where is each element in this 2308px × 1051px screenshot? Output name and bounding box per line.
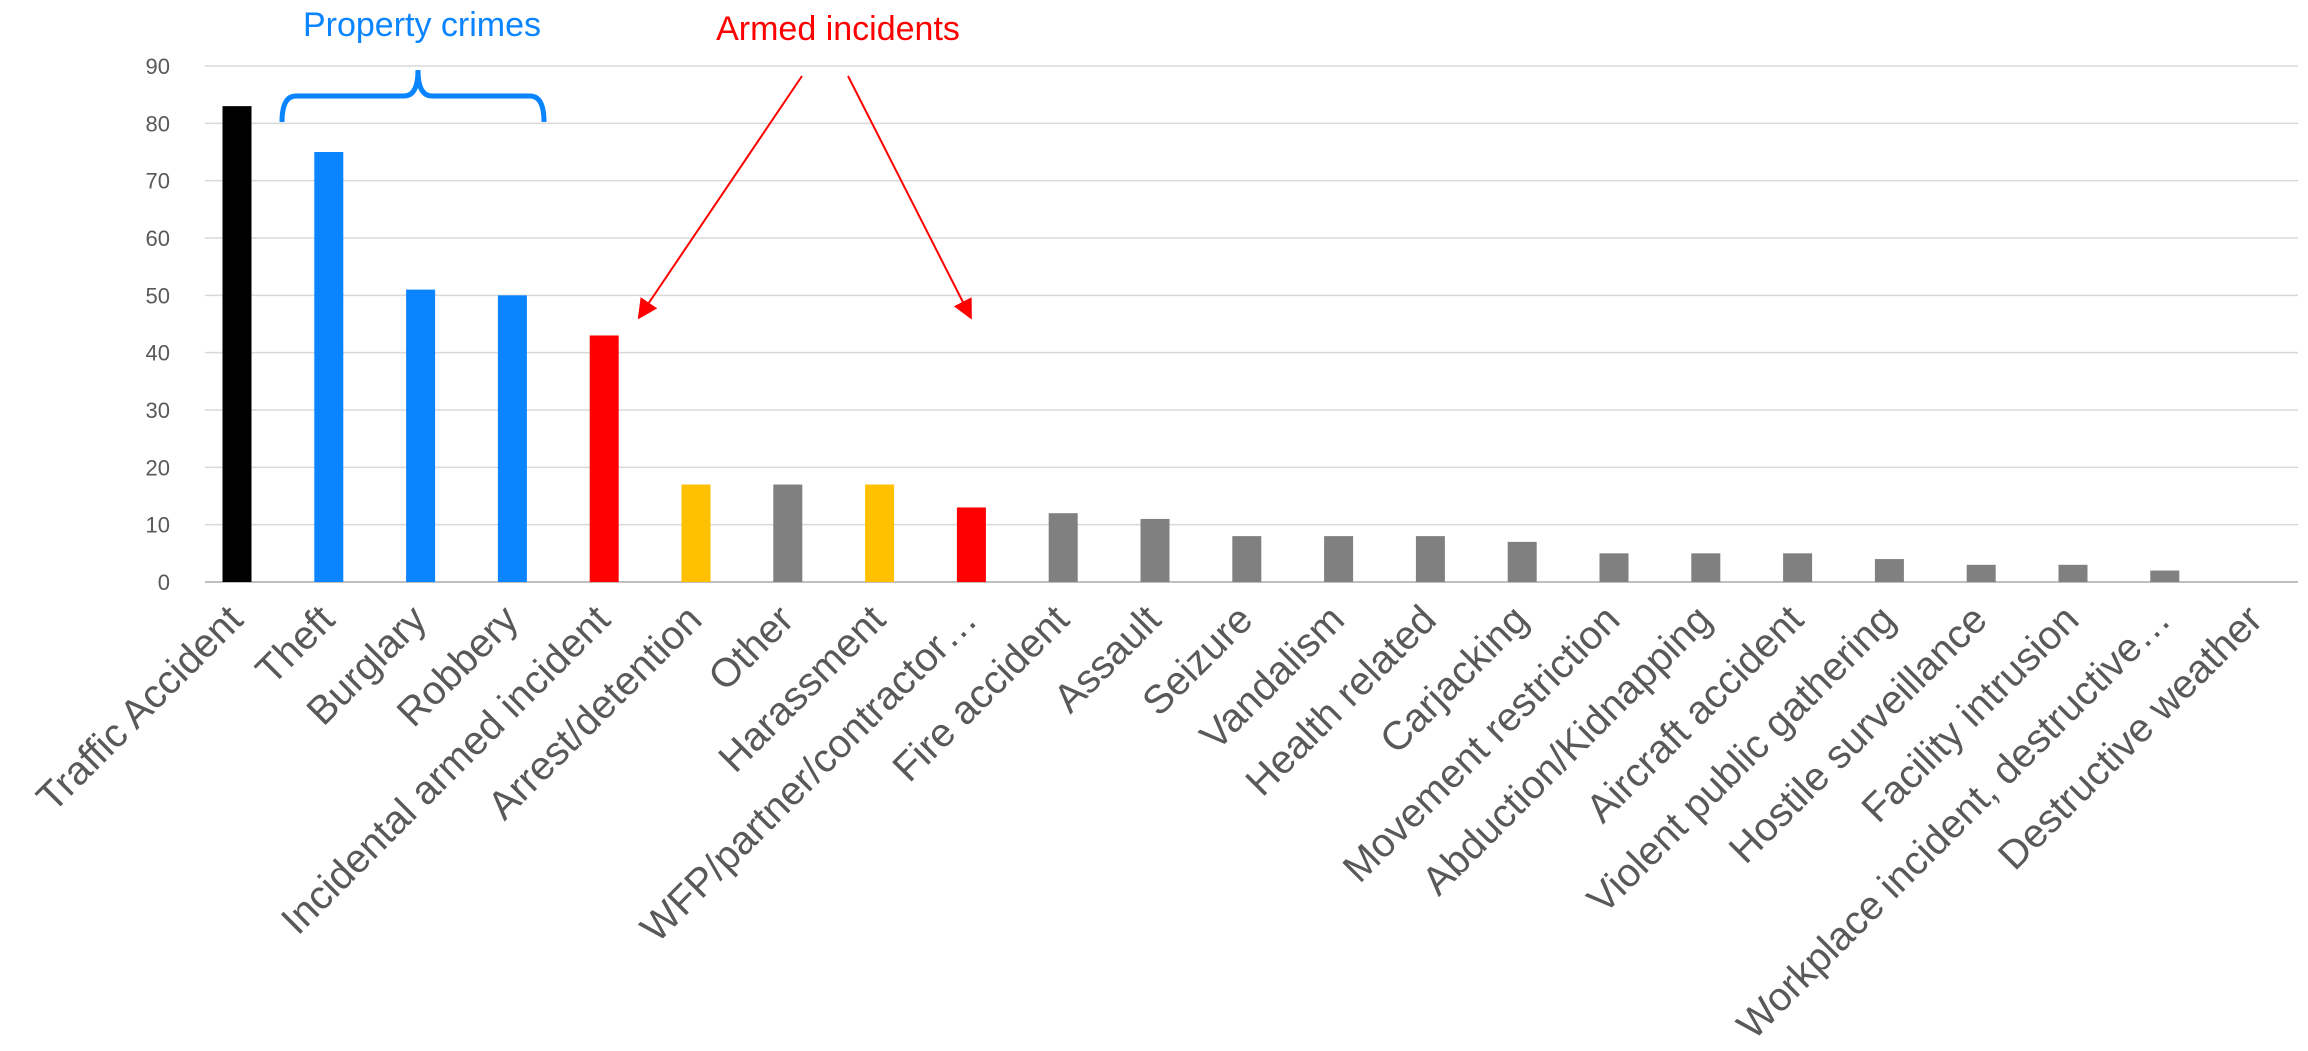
bar-traffic-accident [222,106,252,582]
y-tick-label: 40 [146,341,170,366]
bar-theft [314,152,344,582]
bar-seizure [1232,536,1262,582]
bar-other [773,484,803,582]
y-tick-label: 30 [146,398,170,423]
bar-aircraft-accident [1783,553,1813,582]
armed-arrow-left [637,75,803,320]
x-axis-ticks: Traffic AccidentTheftBurglaryRobberyInci… [28,597,2271,1047]
bar-violent-public-gathering [1874,559,1904,582]
bar-robbery [497,295,527,582]
bar-carjacking [1507,541,1537,582]
property-crimes-label: Property crimes [303,6,541,44]
bar-harassment [865,484,895,582]
armed-incidents-annotation: Armed incidents [637,10,972,320]
y-tick-label: 0 [158,570,170,595]
gridlines [205,65,2298,583]
bar-incidental-armed-incident [589,335,619,582]
armed-arrow-right [847,75,972,320]
y-tick-label: 60 [146,226,170,251]
bar-wfp-partner-contractor [956,507,986,582]
y-tick-label: 70 [146,169,170,194]
x-tick-label: Traffic Accident [28,597,251,820]
y-axis-ticks: 0 10 20 30 40 50 60 70 80 90 [146,54,170,595]
y-tick-label: 10 [146,513,170,538]
y-tick-label: 50 [146,283,170,308]
bar-arrest-detention [681,484,711,582]
bar-facility-intrusion [2058,564,2088,582]
bar-burglary [406,289,436,582]
y-tick-label: 80 [146,111,170,136]
bar-assault [1140,518,1170,582]
y-tick-label: 90 [146,54,170,79]
bar-hostile-surveillance [1966,564,1996,582]
bar-health-related [1415,536,1445,582]
bar-abduction-kidnapping [1691,553,1721,582]
armed-incidents-label: Armed incidents [716,10,960,48]
bar-workplace-incident-destructive [2150,570,2180,582]
bar-fire-accident [1048,513,1078,582]
property-crimes-bracket [279,69,547,123]
bar-vandalism [1324,536,1354,582]
property-crimes-annotation: Property crimes [279,6,547,123]
bar-movement-restriction [1599,553,1629,582]
bars [222,106,2180,582]
y-tick-label: 20 [146,455,170,480]
